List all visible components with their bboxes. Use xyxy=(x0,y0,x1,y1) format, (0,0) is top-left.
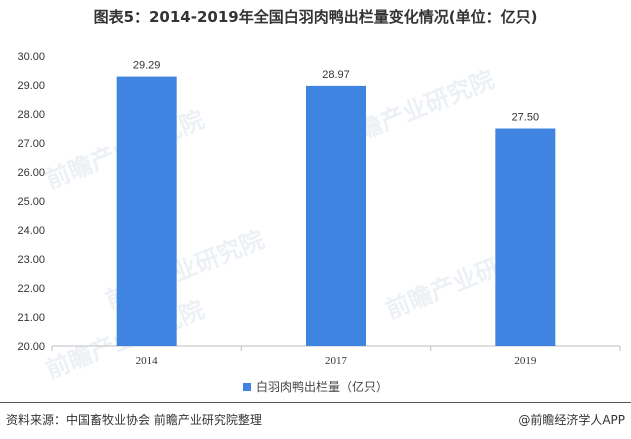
y-tick-label: 23.00 xyxy=(17,254,45,266)
legend-label: 白羽肉鸭出栏量（亿只） xyxy=(255,380,388,394)
x-tick-label: 2014 xyxy=(136,355,159,367)
y-tick-label: 29.00 xyxy=(17,80,45,92)
y-tick-label: 24.00 xyxy=(17,225,45,237)
legend: 白羽肉鸭出栏量（亿只） xyxy=(0,378,631,395)
y-tick-label: 30.00 xyxy=(17,51,45,63)
bar xyxy=(495,128,556,346)
chart-title: 图表5：2014-2019年全国白羽肉鸭出栏量变化情况(单位：亿只) xyxy=(93,8,538,26)
y-tick-label: 25.00 xyxy=(17,196,45,208)
credit-note: @前瞻经济学人APP xyxy=(518,413,625,427)
y-tick-label: 28.00 xyxy=(17,109,45,121)
y-tick-label: 26.00 xyxy=(17,167,45,179)
source-note: 资料来源：中国畜牧业协会 前瞻产业研究院整理 xyxy=(6,413,262,427)
bar xyxy=(306,85,366,347)
x-tick-label: 2019 xyxy=(514,355,537,367)
y-tick-label: 21.00 xyxy=(17,312,45,324)
data-label: 28.97 xyxy=(322,69,350,81)
data-label: 27.50 xyxy=(512,112,540,124)
footer: 资料来源：中国畜牧业协会 前瞻产业研究院整理 @前瞻经济学人APP xyxy=(0,402,631,439)
y-tick-label: 27.00 xyxy=(17,138,45,150)
x-tick-label: 2017 xyxy=(325,355,348,367)
y-tick-label: 20.00 xyxy=(17,341,45,353)
bar xyxy=(116,76,177,346)
legend-swatch xyxy=(242,382,251,391)
data-label: 29.29 xyxy=(133,60,161,72)
bar-chart: 20.00 21.00 22.00 23.00 24.00 25.00 26.00 27.00… xyxy=(17,51,621,367)
y-tick-label: 22.00 xyxy=(17,283,45,295)
